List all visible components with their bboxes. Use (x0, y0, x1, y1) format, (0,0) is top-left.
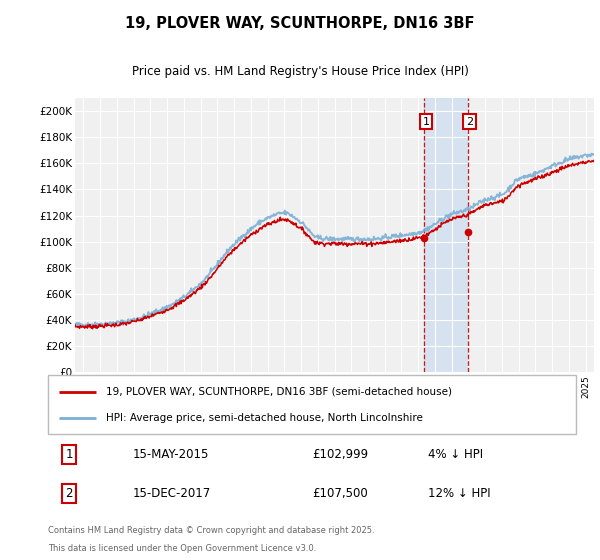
Text: 15-DEC-2017: 15-DEC-2017 (133, 487, 211, 500)
FancyBboxPatch shape (48, 375, 576, 434)
Text: 19, PLOVER WAY, SCUNTHORPE, DN16 3BF: 19, PLOVER WAY, SCUNTHORPE, DN16 3BF (125, 16, 475, 31)
Text: £107,500: £107,500 (312, 487, 368, 500)
Text: 4% ↓ HPI: 4% ↓ HPI (428, 448, 483, 461)
Text: 2: 2 (65, 487, 73, 500)
Text: Contains HM Land Registry data © Crown copyright and database right 2025.: Contains HM Land Registry data © Crown c… (48, 526, 374, 535)
Bar (424, 98, 468, 372)
Text: This data is licensed under the Open Government Licence v3.0.: This data is licensed under the Open Gov… (48, 544, 316, 553)
Text: 1: 1 (422, 116, 430, 127)
Text: £102,999: £102,999 (312, 448, 368, 461)
Text: Price paid vs. HM Land Registry's House Price Index (HPI): Price paid vs. HM Land Registry's House … (131, 65, 469, 78)
Text: HPI: Average price, semi-detached house, North Lincolnshire: HPI: Average price, semi-detached house,… (106, 413, 423, 423)
Text: 12% ↓ HPI: 12% ↓ HPI (428, 487, 491, 500)
Text: 1: 1 (65, 448, 73, 461)
Text: 15-MAY-2015: 15-MAY-2015 (133, 448, 209, 461)
Text: 19, PLOVER WAY, SCUNTHORPE, DN16 3BF (semi-detached house): 19, PLOVER WAY, SCUNTHORPE, DN16 3BF (se… (106, 386, 452, 396)
Text: 2: 2 (466, 116, 473, 127)
